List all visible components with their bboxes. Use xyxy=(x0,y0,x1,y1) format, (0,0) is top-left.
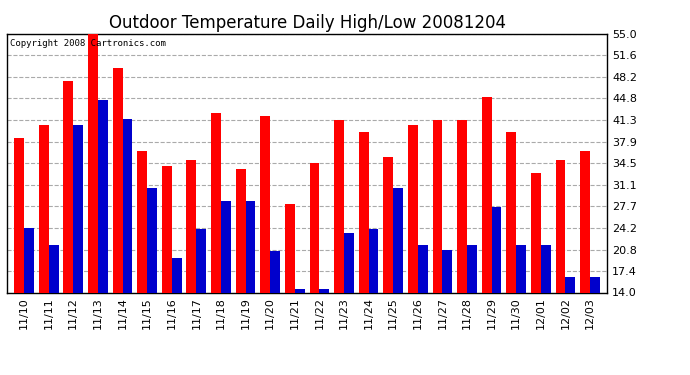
Bar xyxy=(162,166,172,375)
Bar xyxy=(137,150,147,375)
Bar xyxy=(442,250,452,375)
Bar xyxy=(384,157,393,375)
Bar xyxy=(393,188,403,375)
Bar xyxy=(541,245,551,375)
Bar xyxy=(590,277,600,375)
Bar xyxy=(506,132,516,375)
Bar xyxy=(172,258,181,375)
Bar xyxy=(285,204,295,375)
Bar xyxy=(531,172,541,375)
Bar xyxy=(236,170,246,375)
Bar xyxy=(433,120,442,375)
Bar xyxy=(344,232,354,375)
Title: Outdoor Temperature Daily High/Low 20081204: Outdoor Temperature Daily High/Low 20081… xyxy=(108,14,506,32)
Bar xyxy=(49,245,59,375)
Bar xyxy=(123,119,132,375)
Bar xyxy=(260,116,270,375)
Bar xyxy=(211,112,221,375)
Bar xyxy=(359,132,368,375)
Bar xyxy=(88,34,98,375)
Text: Copyright 2008 Cartronics.com: Copyright 2008 Cartronics.com xyxy=(10,39,166,48)
Bar xyxy=(555,160,565,375)
Bar xyxy=(98,100,108,375)
Bar xyxy=(147,188,157,375)
Bar xyxy=(63,81,73,375)
Bar xyxy=(14,138,24,375)
Bar xyxy=(457,120,467,375)
Bar xyxy=(467,245,477,375)
Bar xyxy=(186,160,197,375)
Bar xyxy=(408,125,417,375)
Bar xyxy=(221,201,230,375)
Bar xyxy=(565,277,575,375)
Bar xyxy=(246,201,255,375)
Bar xyxy=(73,125,83,375)
Bar xyxy=(580,150,590,375)
Bar xyxy=(491,207,502,375)
Bar xyxy=(310,163,319,375)
Bar xyxy=(295,290,304,375)
Bar xyxy=(334,120,344,375)
Bar xyxy=(417,245,428,375)
Bar xyxy=(319,290,329,375)
Bar xyxy=(368,230,378,375)
Bar xyxy=(24,228,34,375)
Bar xyxy=(112,69,123,375)
Bar xyxy=(482,97,491,375)
Bar xyxy=(197,230,206,375)
Bar xyxy=(270,252,280,375)
Bar xyxy=(516,245,526,375)
Bar xyxy=(39,125,49,375)
